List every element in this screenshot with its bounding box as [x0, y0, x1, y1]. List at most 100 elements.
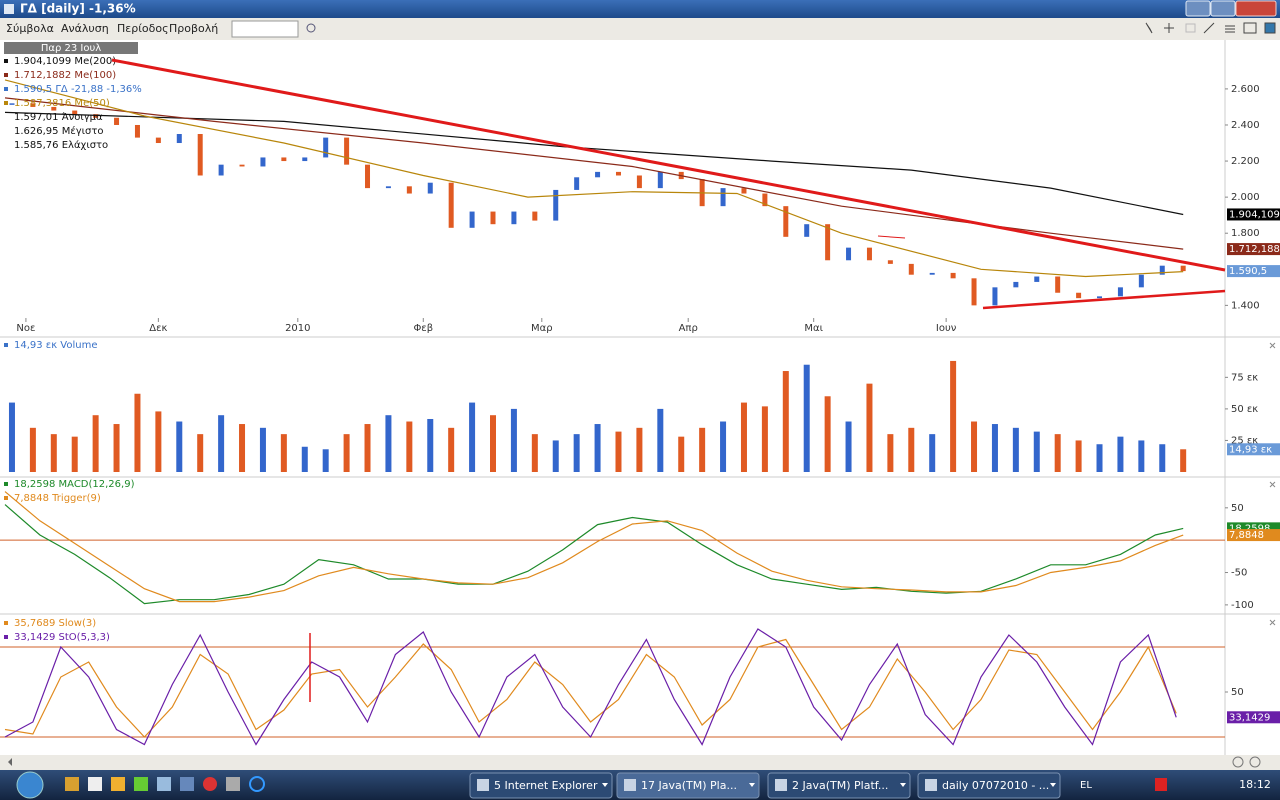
- value-badge-label: 14,93 εκ: [1229, 444, 1272, 455]
- panel-close[interactable]: [1269, 481, 1276, 488]
- legend-swatch: [4, 59, 8, 63]
- pointer-tool[interactable]: [1145, 22, 1153, 34]
- volume-bar: [8, 402, 15, 472]
- task-icon: [477, 779, 489, 791]
- volume-bar: [427, 418, 434, 472]
- legend-label: 1.585,76 Ελάχιστο: [14, 139, 108, 151]
- candle: [1055, 276, 1061, 293]
- series-line: [4, 628, 1177, 746]
- value-badge: [1227, 208, 1280, 221]
- volume-bar: [113, 424, 120, 472]
- menu-item[interactable]: Περίοδος: [117, 22, 169, 35]
- x-tick-label: Μαι: [804, 323, 823, 334]
- volume-bar: [364, 424, 371, 472]
- task-arrow[interactable]: [749, 783, 755, 787]
- panel-close[interactable]: [1269, 342, 1276, 349]
- menu-item[interactable]: Προβολή: [169, 22, 218, 35]
- candle: [155, 137, 161, 144]
- menu-item[interactable]: Σύμβολα: [6, 22, 54, 35]
- task-arrow[interactable]: [602, 783, 608, 787]
- launch-icon[interactable]: [203, 777, 217, 791]
- y-tick-label: 2.600: [1231, 84, 1260, 95]
- minimize-button[interactable]: [1185, 0, 1211, 17]
- volume-bar: [594, 424, 601, 472]
- candle: [971, 278, 977, 306]
- volume-bar: [720, 421, 727, 472]
- volume-bar: [239, 424, 246, 472]
- launch-icon[interactable]: [65, 777, 79, 791]
- y-tick-label: -50: [1231, 568, 1247, 579]
- menu-item[interactable]: Ανάλυση: [61, 22, 109, 35]
- launch-icon[interactable]: [111, 777, 125, 791]
- rect-tool[interactable]: [1185, 23, 1196, 33]
- task-arrow[interactable]: [900, 783, 906, 787]
- volume-bar: [1138, 440, 1145, 472]
- candle: [657, 171, 663, 189]
- candle: [72, 110, 78, 115]
- scroll-left[interactable]: [8, 758, 12, 766]
- launch-icon[interactable]: [134, 777, 148, 791]
- maximize-button[interactable]: [1210, 0, 1236, 17]
- drawing-layer: 2.600 2.400 2.200 2.000 1.800 1.400 Νοε Δεκ 2010…: [0, 56, 1280, 746]
- candle: [950, 272, 956, 279]
- series-line: [4, 111, 1184, 216]
- save-tool[interactable]: [1264, 22, 1276, 34]
- volume-bar: [1117, 436, 1124, 472]
- title-bar: [0, 0, 1280, 18]
- candle: [406, 186, 412, 194]
- legend-label: 1.587,3816 Me(50): [14, 98, 110, 109]
- task-button[interactable]: [767, 772, 911, 799]
- candle: [176, 134, 182, 144]
- task-label[interactable]: 5 Internet Explorer: [494, 779, 598, 792]
- legend-swatch: [4, 73, 8, 77]
- date-tag: [4, 42, 138, 54]
- volume-bar: [657, 408, 664, 472]
- task-button[interactable]: [469, 772, 613, 799]
- symbol-input[interactable]: [231, 20, 299, 38]
- panel-close[interactable]: [1269, 619, 1276, 626]
- volume-bar: [50, 434, 57, 472]
- volume-bar: [197, 434, 204, 472]
- launch-icon[interactable]: [88, 777, 102, 791]
- trend-line: [111, 58, 1226, 272]
- task-button[interactable]: [616, 772, 760, 799]
- candle: [1013, 281, 1019, 288]
- volume-bar: [176, 421, 183, 472]
- volume-bar: [218, 415, 225, 472]
- candle: [866, 247, 872, 261]
- task-arrow[interactable]: [1050, 783, 1056, 787]
- search-icon[interactable]: [306, 23, 316, 33]
- volume-bar: [1159, 444, 1166, 472]
- volume-bar: [1012, 427, 1019, 472]
- launch-icon[interactable]: [157, 777, 171, 791]
- candle: [490, 211, 496, 225]
- x-tick-label: Φεβ: [413, 323, 433, 334]
- launch-icon[interactable]: [180, 777, 194, 791]
- task-label[interactable]: daily 07072010 - ...: [942, 779, 1049, 792]
- zoom-out[interactable]: [1232, 756, 1244, 768]
- chart-tool[interactable]: [1243, 22, 1257, 34]
- zoom-in[interactable]: [1249, 756, 1261, 768]
- legend-label: 1.626,95 Μέγιστο: [14, 125, 104, 137]
- scroll-bar[interactable]: [0, 755, 1280, 770]
- cross-tool[interactable]: [1164, 23, 1174, 33]
- task-button[interactable]: [917, 772, 1061, 799]
- task-label[interactable]: 2 Java(TM) Platf...: [792, 779, 888, 792]
- language[interactable]: EL: [1080, 780, 1092, 791]
- close-button[interactable]: [1235, 0, 1277, 17]
- x-tick-label: 2010: [285, 323, 310, 334]
- legend-label: 1.590,5 ΓΔ -21,88 -1,36%: [14, 84, 142, 95]
- volume-bar: [92, 415, 99, 472]
- task-label[interactable]: 17 Java(TM) Pla...: [641, 779, 737, 792]
- list-tool[interactable]: [1225, 25, 1235, 33]
- candle: [636, 175, 642, 189]
- launch-icon[interactable]: [249, 776, 265, 792]
- start-button[interactable]: [16, 771, 44, 799]
- launch-icon[interactable]: [226, 777, 240, 791]
- tray-icon[interactable]: [1155, 778, 1167, 791]
- x-tick-label: Μαρ: [531, 323, 553, 334]
- volume-bar: [636, 427, 643, 472]
- line-tool[interactable]: [1203, 22, 1215, 34]
- volume-bar: [448, 427, 455, 472]
